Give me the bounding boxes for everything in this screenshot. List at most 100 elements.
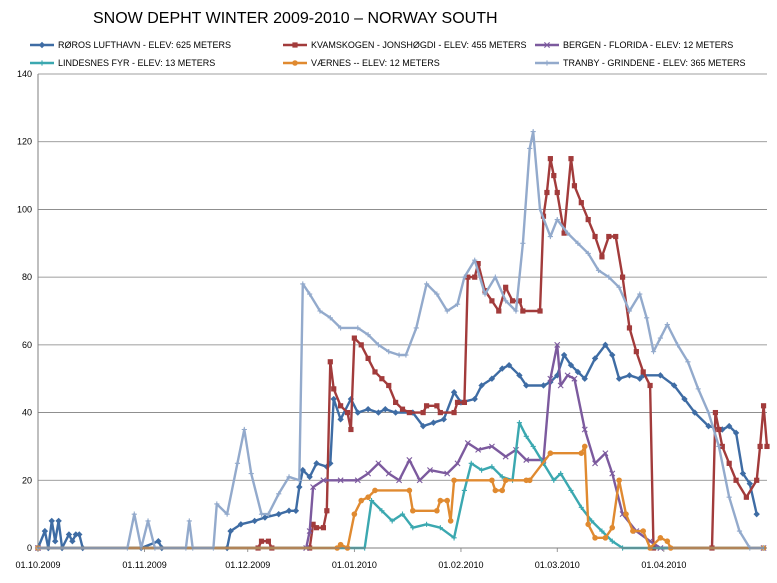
data-point [603,535,609,541]
legend-item: VÆRNES -- ELEV: 12 METERS [283,58,440,68]
data-point [658,535,664,541]
chart-legend: RØROS LUFTHAVN - ELEV: 625 METERS KVAMSKO… [30,40,746,68]
data-point [579,200,584,205]
data-point [568,156,573,161]
y-tick-label: 40 [22,408,32,418]
data-point [548,156,553,161]
data-point [527,477,533,483]
data-point [345,410,350,415]
y-tick-label: 100 [17,204,32,214]
data-point [499,488,505,494]
data-point [606,234,611,239]
data-point [641,369,646,374]
legend-label: RØROS LUFTHAVN - ELEV: 625 METERS [58,40,231,50]
data-point [39,42,45,48]
data-point [407,488,413,494]
data-point [627,325,632,330]
legend-item: LINDESNES FYR - ELEV: 13 METERS [30,58,215,68]
chart-title: SNOW DEPHT WINTER 2009-2010 – NORWAY SOU… [93,10,498,27]
data-point [328,359,333,364]
data-point [292,42,297,47]
data-point [630,528,636,534]
data-point [727,461,732,466]
data-point [424,522,429,527]
data-point [249,471,254,476]
legend-label: TRANBY - GRINDENE - ELEV: 365 METERS [563,58,746,68]
data-point [520,241,525,246]
data-point [664,538,670,544]
data-point [348,427,353,432]
data-point [359,342,364,347]
x-tick-label: 01.10.2009 [15,560,60,570]
data-point [379,376,384,381]
data-point [510,298,515,303]
data-point [761,403,766,408]
data-point [496,308,501,313]
data-point [579,450,585,456]
data-point [620,275,625,280]
data-point [235,461,240,466]
data-point [331,386,336,391]
data-point [716,427,721,432]
data-point [472,275,477,280]
snow-depth-chart: SNOW DEPHT WINTER 2009-2010 – NORWAY SOU… [0,0,777,583]
data-point [441,416,447,422]
data-point [393,400,398,405]
y-tick-label: 80 [22,272,32,282]
chart-axes [38,74,767,548]
y-tick-label: 60 [22,340,32,350]
data-point [400,407,405,412]
data-point [145,518,150,523]
data-point [527,146,532,151]
data-point [503,285,508,290]
data-point [520,308,525,313]
legend-item: KVAMSKOGEN - JONSHØGDI - ELEV: 455 METER… [283,40,527,50]
data-point [276,511,282,517]
data-point [132,512,137,517]
data-point [39,60,44,65]
data-point [296,484,302,490]
legend-item: TRANBY - GRINDENE - ELEV: 365 METERS [535,58,746,68]
data-point [758,444,763,449]
data-point [430,420,436,426]
data-point [366,356,371,361]
data-point [764,444,769,449]
legend-item: RØROS LUFTHAVN - ELEV: 625 METERS [30,40,231,50]
data-point [634,349,639,354]
y-tick-label: 20 [22,475,32,485]
y-axis-ticks: 020406080100120140 [17,69,32,553]
data-point [242,427,247,432]
data-point [292,60,298,66]
data-point [52,538,58,544]
data-point [616,376,622,382]
chart-series [35,129,770,551]
data-point [365,406,371,412]
data-point [338,542,344,548]
legend-item: BERGEN - FLORIDA - ELEV: 12 METERS [535,40,733,50]
data-point [352,335,357,340]
data-point [544,60,549,65]
data-point [623,511,629,517]
data-point [548,450,554,456]
data-point [266,539,271,544]
data-point [365,494,371,500]
y-tick-label: 120 [17,137,32,147]
data-point [444,498,450,504]
data-point [754,478,759,483]
data-point [609,525,615,531]
data-point [42,528,48,534]
data-point [49,518,55,524]
data-point [585,522,591,528]
data-point [586,217,591,222]
data-point [572,183,577,188]
data-point [324,508,329,513]
legend-label: LINDESNES FYR - ELEV: 13 METERS [58,58,215,68]
data-point [647,383,652,388]
data-point [434,508,440,514]
chart-grid [38,74,767,480]
data-point [462,400,467,405]
data-point [372,369,377,374]
data-point [599,254,604,259]
y-tick-label: 0 [27,543,32,553]
data-point [407,410,412,415]
